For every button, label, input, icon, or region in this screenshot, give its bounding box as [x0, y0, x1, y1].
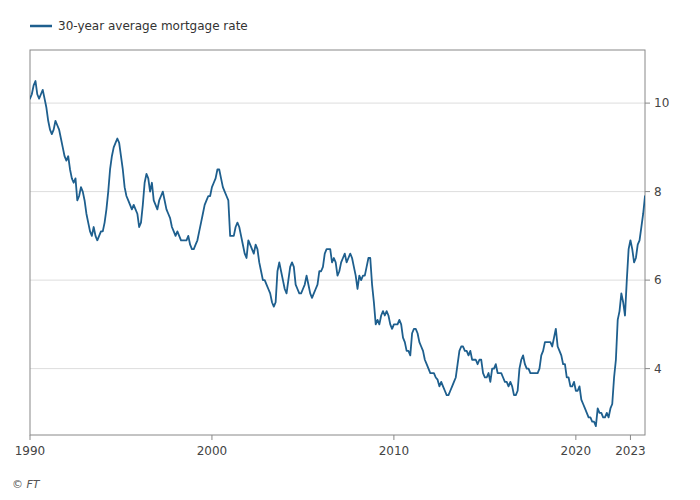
chart: 4 6 8 10 1990 2000 2010 2020 2023 30-year average…: [0, 0, 700, 500]
x-tick-label: 2020: [561, 444, 592, 458]
x-tick: [393, 435, 394, 440]
x-tick-label: 1990: [15, 444, 46, 458]
x-tick: [575, 435, 576, 440]
y-axis: 4 6 8 10: [645, 96, 669, 376]
x-axis: 1990 2000 2010 2020 2023: [15, 435, 646, 458]
x-tick: [211, 435, 212, 440]
x-tick: [30, 435, 31, 440]
y-tick: [645, 368, 650, 369]
legend: 30-year average mortgage rate: [30, 19, 248, 33]
grid-line: [30, 191, 645, 192]
grid-line: [30, 103, 645, 104]
y-tick-label: 4: [654, 362, 662, 376]
y-tick: [645, 103, 650, 104]
plot-frame: [30, 50, 645, 435]
legend-label: 30-year average mortgage rate: [58, 19, 248, 33]
footer: © FT: [12, 478, 41, 491]
x-tick-label: 2010: [379, 444, 410, 458]
y-tick: [645, 280, 650, 281]
y-tick: [645, 191, 650, 192]
grid-line: [30, 368, 645, 369]
grid-line: [30, 280, 645, 281]
x-tick-label: 2000: [197, 444, 228, 458]
y-tick-label: 8: [654, 185, 662, 199]
y-tick-label: 6: [654, 273, 662, 287]
grid: [30, 103, 645, 369]
x-tick: [630, 435, 631, 440]
plot-data: [30, 81, 645, 426]
y-tick-label: 10: [654, 96, 669, 110]
series-line: [30, 81, 645, 426]
x-tick-label: 2023: [615, 444, 646, 458]
legend-swatch: [30, 25, 52, 28]
